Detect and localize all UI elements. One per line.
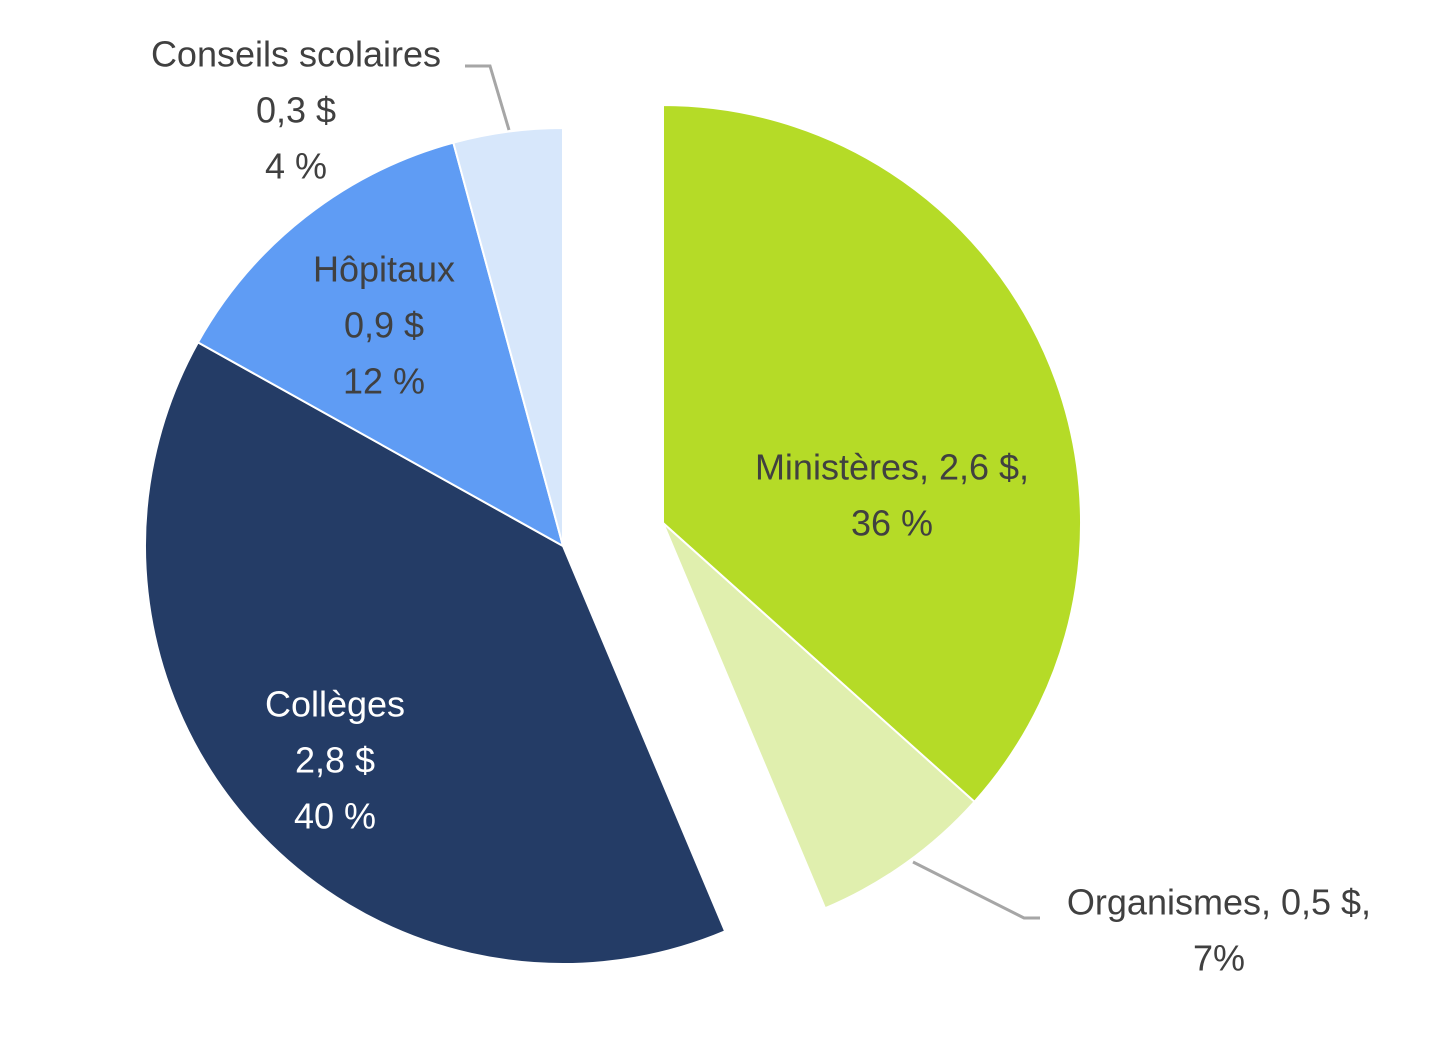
data-label-4-line-2: 0,9 $: [344, 305, 424, 346]
data-label-1-line-2: 36 %: [851, 503, 933, 544]
data-label-3: Collèges 2,8 $ 40 %: [265, 684, 405, 837]
data-label-1-line-1: Ministères, 2,6 $,: [755, 447, 1029, 488]
data-label-5-line-2: 0,3 $: [256, 90, 336, 131]
data-label-3-line-1: Collèges: [265, 684, 405, 725]
data-label-3-line-2: 2,8 $: [295, 740, 375, 781]
data-label-4-line-1: Hôpitaux: [313, 249, 455, 290]
pie-slice-4: [196, 141, 565, 549]
pie-slice-5: [452, 126, 564, 547]
data-label-4: Hôpitaux 0,9 $ 12 %: [313, 249, 455, 402]
leader-line-2: [912, 860, 1040, 920]
data-label-2-line-1: Organismes, 0,5 $,: [1067, 882, 1371, 923]
data-label-5-line-3: 4 %: [265, 146, 327, 187]
pie-slice-2: [662, 522, 976, 910]
leader-lines: [465, 64, 1040, 920]
data-label-5-line-1: Conseils scolaires: [151, 34, 441, 75]
leader-line-5: [465, 64, 511, 131]
data-label-2: Organismes, 0,5 $, 7%: [1067, 882, 1371, 979]
pie-slices: [144, 103, 1082, 965]
data-label-1: Ministères, 2,6 $, 36 %: [755, 447, 1029, 544]
data-label-4-line-3: 12 %: [343, 361, 425, 402]
pie-slice-1: [662, 103, 1082, 804]
data-label-2-line-2: 7%: [1193, 938, 1245, 979]
data-labels: Ministères, 2,6 $, 36 % Organismes, 0,5 $,…: [151, 34, 1371, 979]
pie-slice-3: [144, 340, 727, 965]
data-label-5: Conseils scolaires 0,3 $ 4 %: [151, 34, 441, 187]
data-label-3-line-3: 40 %: [294, 796, 376, 837]
